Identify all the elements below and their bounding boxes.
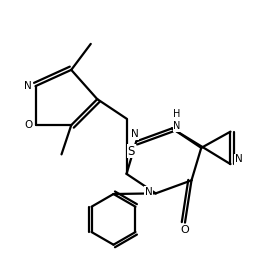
Text: H
N: H N	[173, 109, 181, 131]
Text: S: S	[128, 145, 135, 158]
Text: O: O	[181, 225, 189, 235]
Text: N: N	[235, 154, 242, 164]
Text: N: N	[131, 129, 138, 139]
Text: N: N	[25, 81, 32, 91]
Text: N: N	[145, 187, 153, 197]
Text: O: O	[24, 120, 32, 130]
